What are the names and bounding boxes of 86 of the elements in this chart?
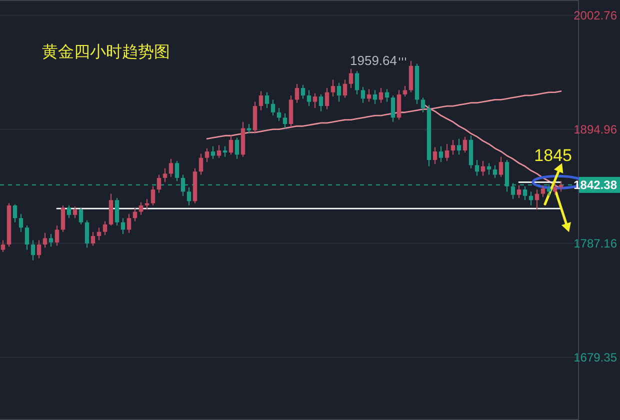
candlestick	[12, 204, 18, 223]
candlestick	[444, 144, 450, 162]
candlestick	[432, 146, 438, 165]
candlestick	[330, 79, 336, 98]
candlestick	[498, 156, 504, 178]
candlestick	[264, 92, 270, 109]
candlestick	[30, 240, 36, 261]
candlestick	[402, 85, 408, 98]
candlestick	[540, 184, 546, 198]
candlestick	[318, 94, 324, 112]
y-tick-label: 1894.96	[574, 122, 618, 136]
candlestick	[96, 227, 102, 241]
candlestick	[84, 220, 90, 248]
candlestick	[246, 124, 252, 134]
annotation: 1959.64	[350, 52, 397, 68]
candlestick	[480, 160, 486, 176]
candlestick	[132, 207, 138, 222]
candlestick	[174, 160, 180, 182]
text: 黄金四小时趋势图	[42, 43, 170, 61]
candlestick	[534, 189, 540, 210]
candlestick	[324, 88, 330, 110]
candlestick	[0, 240, 6, 252]
candlestick	[300, 84, 306, 100]
candlestick	[270, 99, 276, 116]
candlestick	[306, 90, 312, 107]
candlestick	[282, 112, 288, 129]
candlestick	[552, 182, 558, 196]
candlestick	[486, 162, 492, 176]
candlestick	[528, 191, 534, 206]
candlestick	[72, 206, 78, 219]
candlestick	[90, 231, 96, 246]
candlestick	[102, 220, 108, 236]
y-tick-label: 1787.16	[574, 236, 618, 250]
candlestick	[186, 186, 192, 206]
candlestick	[474, 159, 480, 176]
candlestick	[462, 136, 468, 154]
candlestick	[450, 139, 456, 156]
candlestick	[378, 88, 384, 104]
candlestick	[360, 86, 366, 104]
candlestick	[210, 146, 216, 160]
candlestick	[198, 153, 204, 176]
candlestick	[162, 168, 168, 183]
candlestick	[78, 207, 84, 225]
y-tick-label: 1679.35	[574, 350, 618, 364]
candlestick	[276, 108, 282, 122]
candlestick	[120, 218, 126, 234]
candlestick	[522, 186, 528, 201]
candlestick	[42, 232, 48, 248]
candlestick	[228, 135, 234, 156]
candlestick	[384, 88, 390, 102]
candlestick	[168, 158, 174, 178]
candlestick	[342, 79, 348, 98]
candlestick	[114, 198, 120, 226]
candlestick	[258, 90, 264, 111]
candlestick	[18, 213, 24, 232]
candlestick	[396, 90, 402, 120]
candlestick	[366, 88, 372, 102]
candlestick	[138, 202, 144, 216]
candlestick	[156, 174, 162, 194]
candlestick	[234, 137, 240, 160]
candlestick	[372, 90, 378, 104]
candlestick	[312, 92, 318, 109]
candlestick	[294, 83, 300, 104]
candlestick	[420, 97, 426, 113]
candlestick	[66, 204, 72, 219]
candlestick	[354, 70, 360, 95]
y-tick-label: 2002.76	[574, 8, 618, 22]
candlestick	[516, 184, 522, 198]
candlestick	[54, 224, 60, 246]
candlestick	[348, 68, 354, 89]
candlestick	[60, 204, 66, 232]
candlestick	[24, 224, 30, 250]
candlestick	[456, 138, 462, 156]
candlestick	[558, 180, 564, 192]
candlestick	[150, 186, 156, 206]
candlestick	[216, 144, 222, 158]
candlestick	[390, 94, 396, 122]
candlestick	[36, 240, 42, 259]
candlestick	[438, 146, 444, 163]
annotation: 1845	[534, 146, 572, 166]
candlestick	[126, 213, 132, 234]
ref-line-label: 1842.38	[574, 178, 618, 192]
candlestick	[204, 148, 210, 163]
candlestick	[492, 164, 498, 178]
candlestick	[48, 233, 54, 248]
candlestick	[336, 82, 342, 102]
